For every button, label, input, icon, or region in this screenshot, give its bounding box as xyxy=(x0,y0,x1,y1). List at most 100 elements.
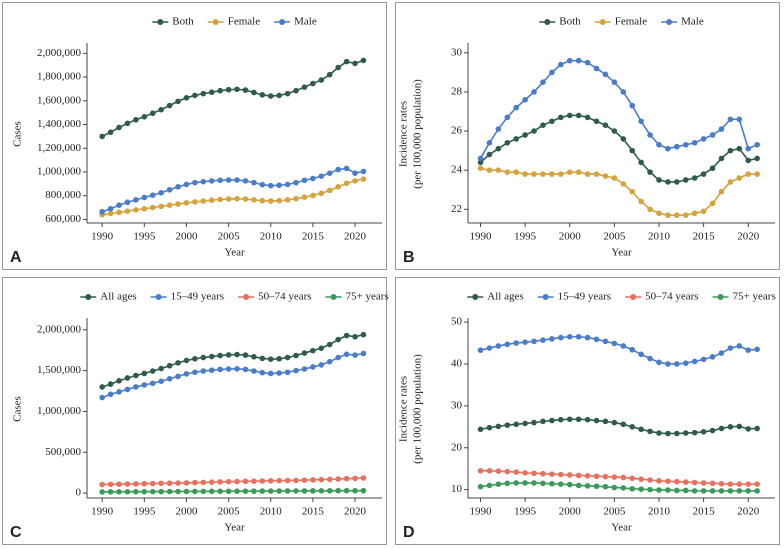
data-point xyxy=(124,199,131,206)
data-point xyxy=(149,192,156,198)
legend-label: 50–74 years xyxy=(258,291,311,303)
data-point xyxy=(727,424,734,430)
data-point xyxy=(745,488,752,494)
data-point xyxy=(242,178,249,184)
data-point xyxy=(656,177,662,183)
data-point xyxy=(183,200,190,206)
data-point xyxy=(665,478,671,485)
data-point xyxy=(665,361,671,367)
data-point xyxy=(242,478,249,485)
data-point xyxy=(360,475,367,481)
data-point xyxy=(602,473,609,480)
data-point xyxy=(234,488,240,495)
data-point xyxy=(301,350,308,356)
legend-item: 15–49 years xyxy=(537,291,611,303)
data-point xyxy=(166,362,173,369)
data-point xyxy=(352,178,358,184)
data-point xyxy=(709,480,716,487)
data-point xyxy=(192,479,198,486)
data-point xyxy=(360,350,367,357)
data-point xyxy=(267,198,274,204)
data-point xyxy=(200,479,207,486)
data-point xyxy=(234,177,240,183)
data-point xyxy=(133,372,139,379)
data-point xyxy=(158,378,164,385)
y-tick-label: 1,200,000 xyxy=(37,142,82,154)
data-point xyxy=(700,480,707,486)
data-point xyxy=(318,345,325,351)
data-point xyxy=(124,488,131,495)
data-point xyxy=(192,355,198,362)
y-axis-label: (per 100,000 population) xyxy=(412,79,424,189)
data-point xyxy=(343,475,350,482)
x-tick-label: 1990 xyxy=(91,506,114,518)
data-point xyxy=(620,136,627,142)
data-point xyxy=(575,57,582,64)
data-point xyxy=(540,418,546,425)
legend-label: Both xyxy=(172,16,194,28)
data-point xyxy=(522,470,528,476)
y-tick-label: 0 xyxy=(76,487,82,499)
data-point xyxy=(116,209,122,216)
data-point xyxy=(522,132,528,138)
x-tick-label: 2005 xyxy=(218,231,241,243)
data-point xyxy=(326,487,333,494)
x-tick-label: 2000 xyxy=(559,231,582,243)
data-point xyxy=(647,355,653,362)
y-tick-label: 1,000,000 xyxy=(37,405,82,417)
data-point xyxy=(736,116,743,123)
data-point xyxy=(495,423,502,430)
data-point xyxy=(522,171,528,177)
data-point xyxy=(700,136,707,142)
data-point xyxy=(477,159,484,166)
data-point xyxy=(522,96,528,103)
panel-frame xyxy=(395,2,780,270)
data-point xyxy=(183,371,190,377)
y-tick-label: 2,000,000 xyxy=(37,323,82,335)
data-point xyxy=(504,468,511,475)
data-point xyxy=(700,356,707,363)
data-point xyxy=(531,171,537,177)
data-point xyxy=(208,367,215,374)
data-point xyxy=(486,167,493,173)
data-point xyxy=(575,416,582,423)
data-point xyxy=(284,477,291,484)
data-point xyxy=(549,471,555,477)
data-point xyxy=(225,488,232,495)
data-point xyxy=(700,208,707,215)
data-point xyxy=(540,470,546,477)
data-point xyxy=(558,114,564,121)
data-point xyxy=(602,122,609,128)
data-point xyxy=(727,179,734,185)
data-point xyxy=(513,104,519,111)
data-point xyxy=(558,471,564,478)
data-point xyxy=(267,93,274,99)
data-point xyxy=(584,59,591,66)
data-point xyxy=(629,424,636,430)
data-point xyxy=(200,488,207,495)
data-point xyxy=(343,165,350,172)
data-point xyxy=(242,196,249,202)
data-point xyxy=(360,168,367,175)
data-point xyxy=(549,118,555,125)
data-point xyxy=(360,487,367,494)
data-point xyxy=(267,488,274,494)
data-point xyxy=(242,352,249,358)
data-point xyxy=(133,488,139,495)
data-point xyxy=(709,165,716,172)
data-point xyxy=(343,487,350,494)
legend-label: 15–49 years xyxy=(558,291,611,303)
series-line xyxy=(479,114,758,183)
legend-label: All ages xyxy=(100,291,136,303)
data-point xyxy=(629,147,636,154)
data-point xyxy=(593,171,600,177)
data-point xyxy=(352,60,358,67)
data-point xyxy=(682,479,689,485)
data-point xyxy=(276,92,282,99)
data-point xyxy=(149,204,156,211)
series-line xyxy=(101,352,364,399)
data-point xyxy=(602,338,609,345)
data-point xyxy=(141,370,148,377)
x-tick-label: 1995 xyxy=(133,506,156,518)
data-point xyxy=(754,155,760,162)
